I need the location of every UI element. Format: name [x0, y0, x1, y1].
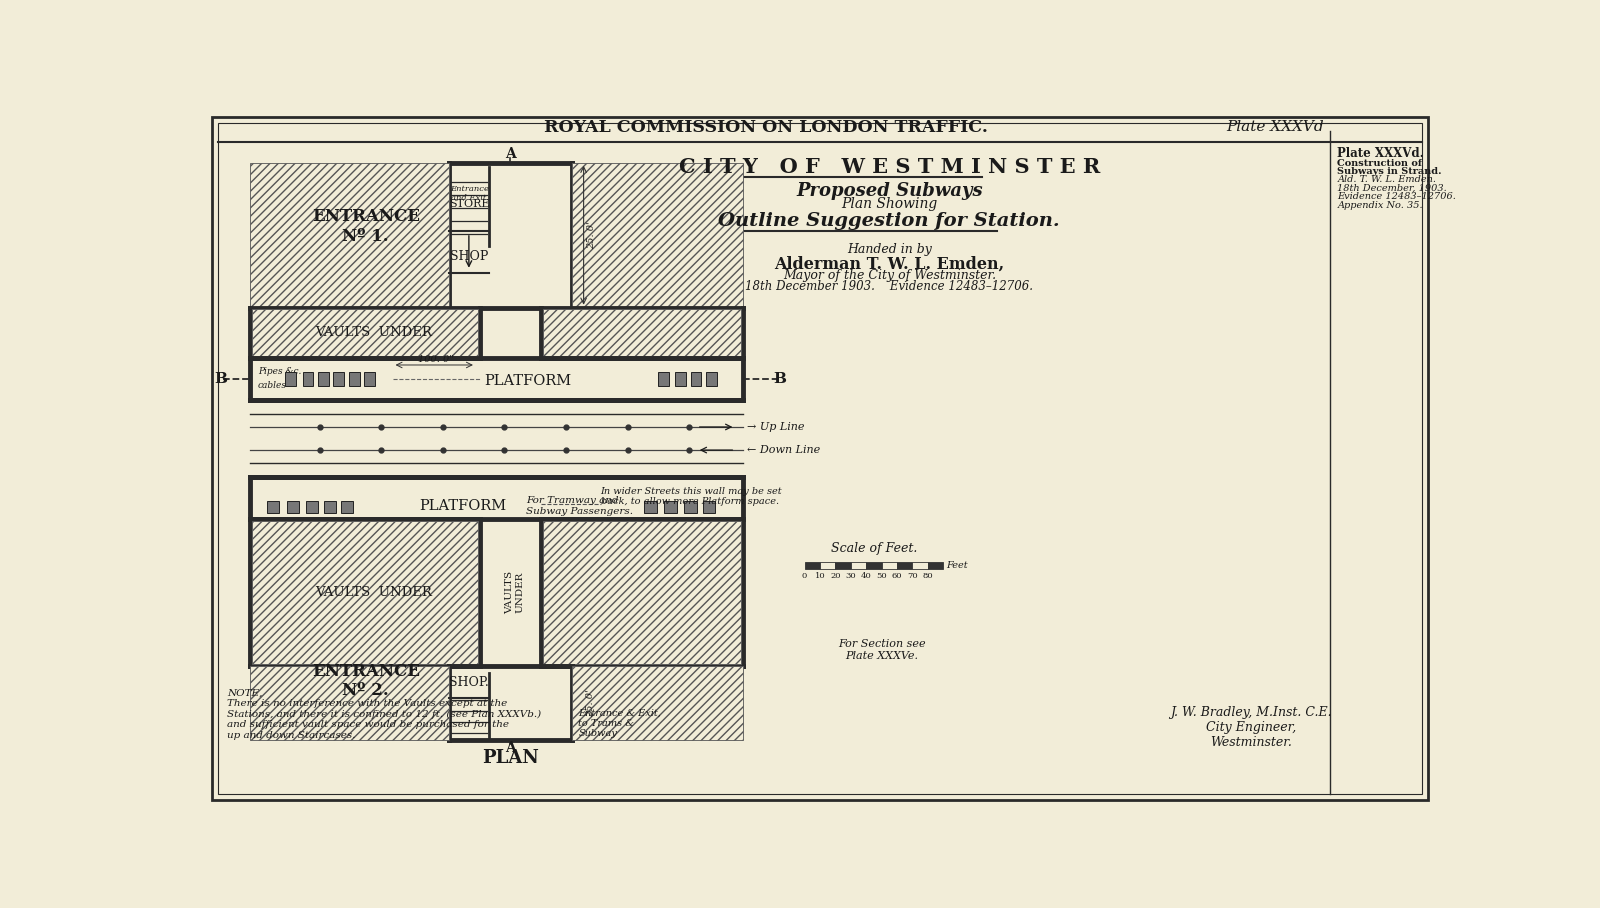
Text: 18th December, 1903.: 18th December, 1903.: [1338, 183, 1446, 192]
Text: A: A: [506, 146, 515, 161]
Bar: [898, 562, 912, 569]
Text: In wider Streets this wall may be set
back, to allow more Platform space.: In wider Streets this wall may be set ba…: [600, 487, 782, 506]
Text: VAULTS  UNDER: VAULTS UNDER: [315, 326, 432, 340]
Bar: [851, 562, 866, 569]
Text: 100. 0": 100. 0": [418, 355, 454, 364]
Text: 10: 10: [814, 573, 826, 580]
Text: 20: 20: [830, 573, 840, 580]
Text: Handed in by: Handed in by: [846, 243, 931, 256]
Text: Feet: Feet: [946, 561, 968, 570]
Bar: [866, 562, 882, 569]
Bar: [819, 562, 835, 569]
Text: Subway Passengers.: Subway Passengers.: [526, 508, 634, 516]
Text: For Tramway and: For Tramway and: [526, 497, 618, 506]
Text: SHOP: SHOP: [450, 250, 488, 262]
Text: C I T Y   O F   W E S T M I N S T E R: C I T Y O F W E S T M I N S T E R: [678, 157, 1099, 177]
Bar: [675, 372, 686, 386]
Text: Pipes &c.: Pipes &c.: [258, 368, 301, 377]
Text: 80: 80: [923, 573, 933, 580]
Text: PLATFORM: PLATFORM: [483, 374, 571, 388]
Text: Entrance & Exit,
to Trams &
Subway: Entrance & Exit, to Trams & Subway: [578, 708, 661, 738]
Bar: [349, 372, 360, 386]
Bar: [573, 163, 742, 308]
Text: ← Down Line: ← Down Line: [747, 445, 821, 455]
Text: Proposed Subways: Proposed Subways: [795, 182, 982, 200]
Text: Plate XXXVd: Plate XXXVd: [1227, 121, 1325, 134]
Bar: [685, 501, 698, 513]
Text: 30: 30: [845, 573, 856, 580]
Text: 18th December 1903.    Evidence 12483–12706.: 18th December 1903. Evidence 12483–12706…: [746, 280, 1034, 292]
Bar: [267, 501, 280, 513]
Bar: [318, 372, 328, 386]
Bar: [542, 521, 741, 664]
Bar: [542, 309, 741, 356]
Text: 70: 70: [907, 573, 918, 580]
Text: Evidence 12483–12706.: Evidence 12483–12706.: [1338, 192, 1456, 202]
Text: ENTRANCE
Nº 2.: ENTRANCE Nº 2.: [312, 663, 419, 699]
Bar: [805, 562, 819, 569]
Text: Mayor of the City of Westminster.: Mayor of the City of Westminster.: [782, 269, 995, 281]
Bar: [835, 562, 851, 569]
Bar: [658, 372, 669, 386]
Text: → Up Line: → Up Line: [747, 422, 805, 432]
Text: Subways in Strand.: Subways in Strand.: [1338, 167, 1442, 176]
Bar: [286, 501, 299, 513]
Text: PLAN: PLAN: [482, 749, 539, 767]
Text: 0: 0: [802, 573, 808, 580]
Bar: [912, 562, 928, 569]
Text: ENTRANCE
Nº 1.: ENTRANCE Nº 1.: [312, 209, 419, 245]
Bar: [302, 372, 314, 386]
Text: Scale of Feet.: Scale of Feet.: [830, 542, 917, 555]
Text: Outline Suggestion for Station.: Outline Suggestion for Station.: [718, 212, 1061, 231]
Bar: [691, 372, 701, 386]
Bar: [306, 501, 318, 513]
Bar: [250, 163, 450, 308]
Bar: [706, 372, 717, 386]
Text: VAULTS
UNDER: VAULTS UNDER: [506, 571, 525, 614]
Text: cables: cables: [258, 381, 286, 390]
Text: B: B: [214, 372, 227, 386]
Text: 40: 40: [861, 573, 872, 580]
Text: J. W. Bradley, M.Inst. C.E.
City Engineer,
Westminster.: J. W. Bradley, M.Inst. C.E. City Enginee…: [1170, 706, 1333, 749]
Text: 25. 0': 25. 0': [586, 689, 595, 716]
Bar: [702, 501, 715, 513]
Text: VAULTS  UNDER: VAULTS UNDER: [315, 586, 432, 599]
Bar: [573, 666, 742, 740]
Bar: [664, 501, 677, 513]
Text: PLATFORM: PLATFORM: [419, 499, 507, 513]
Bar: [325, 501, 336, 513]
Text: Alderman T. W. L. Emden,: Alderman T. W. L. Emden,: [774, 255, 1005, 272]
Bar: [250, 666, 450, 740]
Text: 60: 60: [891, 573, 902, 580]
Text: 25. 0': 25. 0': [587, 222, 597, 249]
Text: B: B: [773, 372, 787, 386]
Text: 50: 50: [877, 573, 886, 580]
Bar: [251, 521, 478, 664]
Bar: [365, 372, 374, 386]
Text: Plan Showing: Plan Showing: [842, 197, 938, 212]
Text: Ald. T. W. L. Emden.: Ald. T. W. L. Emden.: [1338, 175, 1437, 184]
Text: NOTE,
There is no interference with the Vaults except at the
Stations, and there: NOTE, There is no interference with the …: [227, 689, 541, 739]
Bar: [285, 372, 296, 386]
Bar: [251, 309, 478, 356]
Bar: [645, 501, 656, 513]
Text: Construction of: Construction of: [1338, 159, 1422, 168]
Text: For Section see
Plate XXXVe.: For Section see Plate XXXVe.: [838, 639, 925, 661]
Bar: [341, 501, 354, 513]
Text: ROYAL COMMISSION ON LONDON TRAFFIC.: ROYAL COMMISSION ON LONDON TRAFFIC.: [544, 119, 989, 136]
Text: Appendix No. 35.: Appendix No. 35.: [1338, 201, 1422, 210]
Text: Entrance
and Exit.: Entrance and Exit.: [450, 185, 490, 202]
Bar: [333, 372, 344, 386]
Bar: [882, 562, 898, 569]
Text: SHOP.: SHOP.: [450, 676, 488, 689]
Bar: [928, 562, 944, 569]
Text: Plate XXXVd.: Plate XXXVd.: [1338, 147, 1424, 160]
Text: A: A: [506, 741, 515, 755]
Text: STORE: STORE: [448, 199, 490, 209]
